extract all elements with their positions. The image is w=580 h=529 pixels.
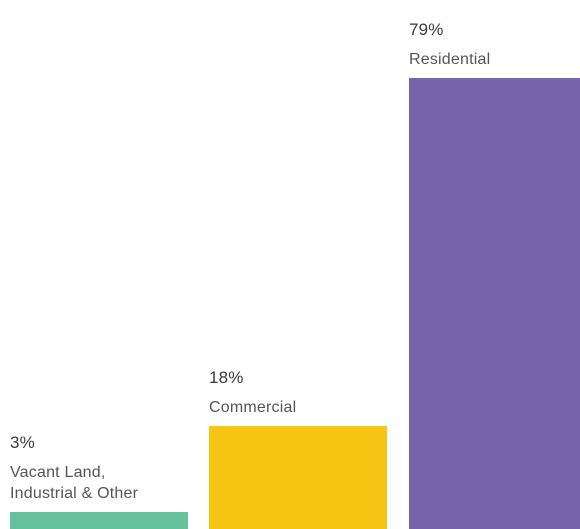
value-label-3: 79%: [409, 20, 444, 39]
bar-label-group-2: 18% Commercial: [209, 368, 427, 418]
category-label-3: Residential: [409, 51, 491, 68]
bar-label-group-3: 79% Residential: [409, 20, 580, 70]
category-label-1: Vacant Land, Industrial & Other: [10, 464, 139, 502]
bar-1: [10, 512, 188, 529]
bar-2: [209, 426, 387, 529]
bar-3: [409, 78, 580, 529]
value-label-2: 18%: [209, 368, 244, 387]
bar-label-group-1: 3% Vacant Land, Industrial & Other: [10, 433, 228, 504]
value-label-1: 3%: [10, 433, 35, 452]
category-label-2: Commercial: [209, 399, 297, 416]
